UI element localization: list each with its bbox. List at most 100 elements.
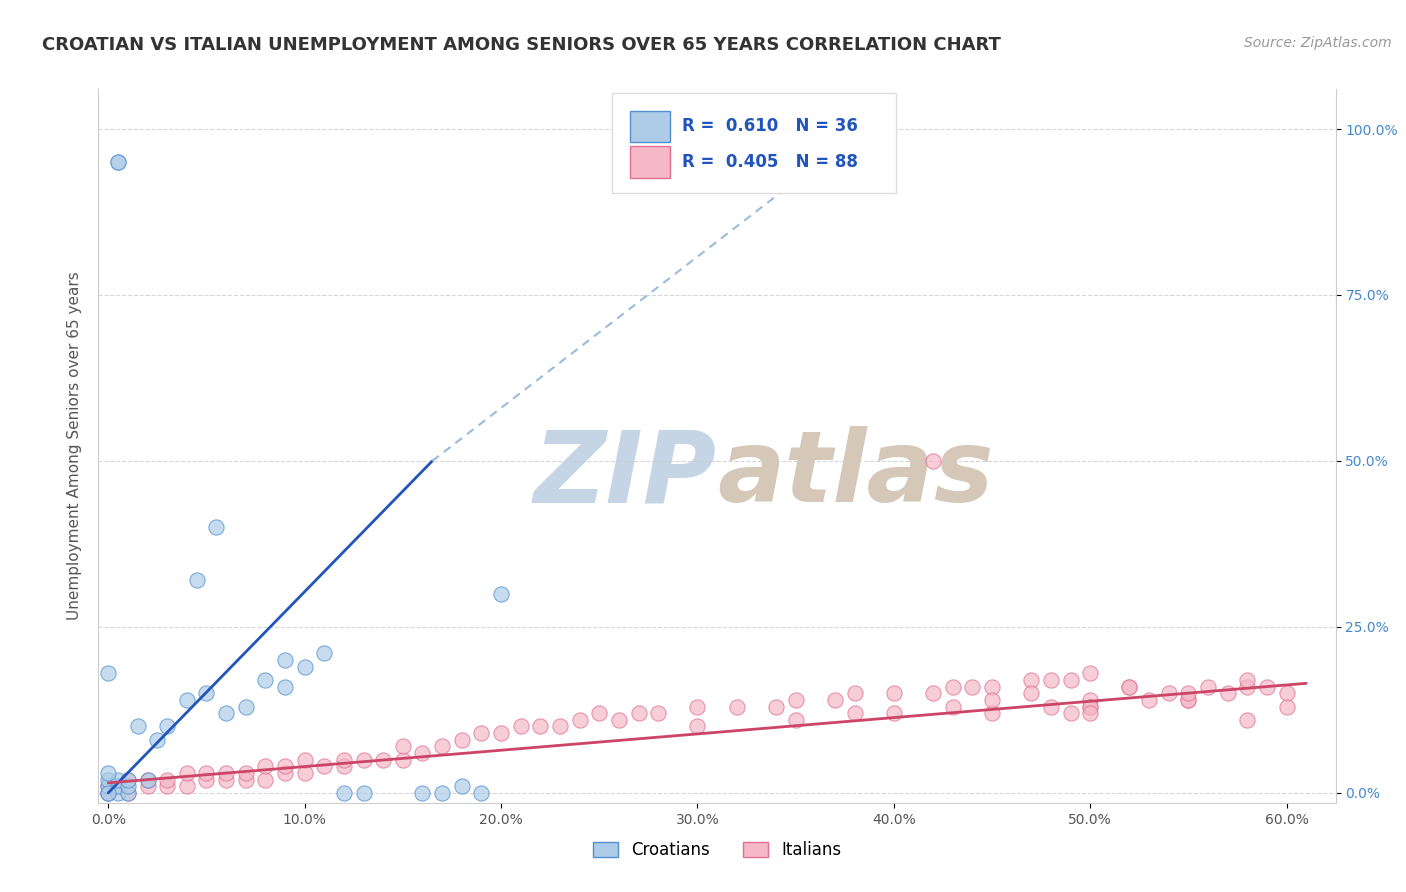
Point [1177, 686, 1199, 700]
Point [392, 739, 415, 754]
Point [127, 719, 149, 733]
Point [215, 766, 238, 780]
Point [176, 693, 198, 707]
Point [647, 706, 669, 721]
Point [107, 779, 129, 793]
Point [922, 454, 945, 468]
Point [1039, 673, 1062, 687]
Point [1157, 686, 1180, 700]
Point [1216, 686, 1239, 700]
Point [97, 786, 120, 800]
Point [333, 759, 356, 773]
Point [962, 680, 984, 694]
Point [186, 574, 208, 588]
FancyBboxPatch shape [612, 93, 897, 193]
Point [107, 155, 129, 169]
Point [215, 706, 238, 721]
Point [942, 699, 965, 714]
Point [588, 706, 610, 721]
Point [274, 759, 297, 773]
FancyBboxPatch shape [630, 146, 671, 178]
Point [294, 753, 316, 767]
Point [392, 753, 415, 767]
Point [1059, 706, 1081, 721]
Point [450, 732, 472, 747]
Point [97, 766, 120, 780]
Point [1059, 673, 1081, 687]
Point [1137, 693, 1160, 707]
Point [1078, 666, 1101, 681]
Point [1039, 699, 1062, 714]
Point [117, 779, 139, 793]
Point [235, 699, 257, 714]
Y-axis label: Unemployment Among Seniors over 65 years: Unemployment Among Seniors over 65 years [66, 272, 82, 620]
Point [529, 719, 551, 733]
Point [844, 706, 866, 721]
Point [1019, 686, 1042, 700]
Point [333, 753, 356, 767]
Point [1177, 693, 1199, 707]
Point [254, 673, 277, 687]
Text: R =  0.405   N = 88: R = 0.405 N = 88 [682, 153, 858, 171]
Point [430, 739, 453, 754]
Point [97, 786, 120, 800]
Point [470, 786, 492, 800]
Point [107, 786, 129, 800]
Point [1078, 699, 1101, 714]
Point [765, 699, 787, 714]
Point [785, 693, 807, 707]
Point [373, 753, 395, 767]
Point [117, 786, 139, 800]
Point [1019, 673, 1042, 687]
Point [156, 719, 179, 733]
Point [1118, 680, 1140, 694]
Text: ZIP: ZIP [534, 426, 717, 523]
Point [136, 779, 159, 793]
Point [97, 786, 120, 800]
Point [156, 772, 179, 787]
Point [1078, 693, 1101, 707]
Point [274, 653, 297, 667]
Point [411, 746, 433, 760]
Point [509, 719, 531, 733]
Point [146, 732, 169, 747]
Point [725, 699, 748, 714]
Point [1275, 699, 1298, 714]
Point [107, 779, 129, 793]
Point [314, 759, 336, 773]
Point [117, 772, 139, 787]
Point [136, 772, 159, 787]
Point [627, 706, 650, 721]
Point [274, 680, 297, 694]
Point [981, 706, 1004, 721]
Point [254, 759, 277, 773]
Point [314, 647, 336, 661]
Point [568, 713, 591, 727]
Point [883, 706, 905, 721]
Point [844, 686, 866, 700]
Point [274, 766, 297, 780]
Point [97, 779, 120, 793]
Point [824, 693, 846, 707]
Point [176, 779, 198, 793]
Point [117, 772, 139, 787]
Point [1256, 680, 1278, 694]
Point [411, 786, 433, 800]
Point [117, 786, 139, 800]
Text: atlas: atlas [717, 426, 994, 523]
Point [1078, 699, 1101, 714]
Point [785, 713, 807, 727]
Text: R =  0.610   N = 36: R = 0.610 N = 36 [682, 118, 858, 136]
Point [176, 766, 198, 780]
Point [333, 786, 356, 800]
Point [1078, 706, 1101, 721]
Point [470, 726, 492, 740]
Point [1177, 693, 1199, 707]
Point [942, 680, 965, 694]
Point [107, 155, 129, 169]
Point [1275, 686, 1298, 700]
Point [686, 699, 709, 714]
Point [1236, 673, 1258, 687]
Text: CROATIAN VS ITALIAN UNEMPLOYMENT AMONG SENIORS OVER 65 YEARS CORRELATION CHART: CROATIAN VS ITALIAN UNEMPLOYMENT AMONG S… [42, 36, 1001, 54]
Point [215, 772, 238, 787]
